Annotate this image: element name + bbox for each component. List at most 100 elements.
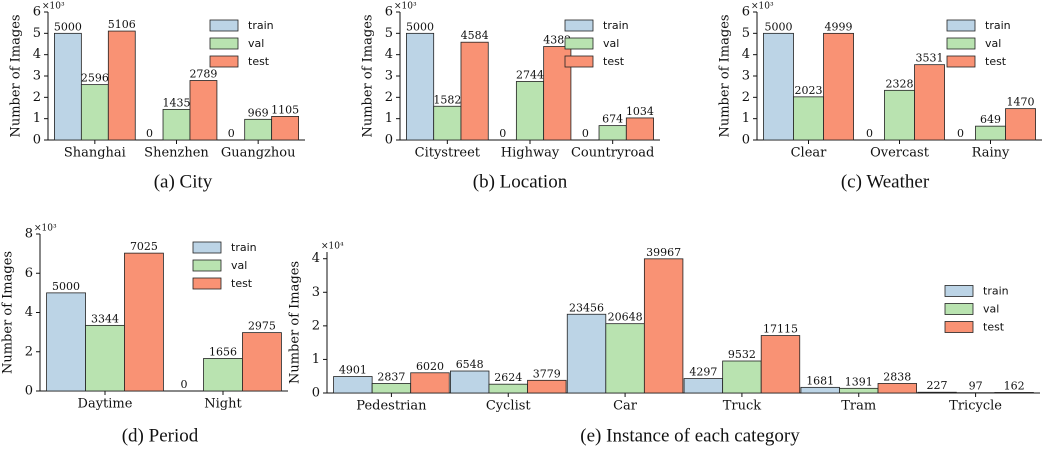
x-tick-label: Car — [613, 399, 638, 414]
y-tick-label: 8 — [25, 227, 33, 242]
y-tick-label: 2 — [742, 90, 750, 105]
y-tick-label: 0 — [33, 133, 41, 148]
y-multiplier: ×10³ — [394, 2, 417, 12]
y-tick-label: 4 — [312, 251, 320, 266]
y-tick-label: 5 — [385, 26, 393, 41]
data-label: 4584 — [461, 29, 489, 42]
bar — [760, 335, 801, 394]
legend-label: train — [248, 19, 274, 32]
x-tick-label: Guangzhou — [221, 146, 296, 161]
y-tick-label: 0 — [312, 386, 320, 401]
legend-label: val — [231, 259, 247, 272]
bar — [460, 41, 489, 141]
data-label: 2975 — [248, 320, 276, 333]
bar — [189, 80, 218, 141]
y-multiplier: ×10³ — [42, 2, 65, 12]
data-label: 4297 — [689, 366, 717, 379]
y-tick-label: 2 — [33, 90, 41, 105]
data-label: 2744 — [516, 68, 544, 81]
bar — [162, 108, 191, 141]
bar — [333, 376, 373, 394]
data-label: 4382 — [543, 34, 571, 47]
y-multiplier: ×10³ — [34, 224, 57, 234]
y-tick-label: 4 — [25, 305, 33, 320]
bar — [54, 32, 82, 141]
legend-swatch — [944, 321, 974, 333]
data-label: 3344 — [91, 312, 119, 325]
bar — [406, 32, 435, 141]
bar — [839, 387, 879, 394]
y-axis-label: Number of Images — [288, 261, 303, 384]
legend-swatch — [192, 259, 222, 272]
y-tick-label: 3 — [312, 285, 320, 300]
bar — [800, 386, 840, 394]
y-tick-label: 6 — [33, 5, 41, 20]
y-tick-label: 1 — [385, 111, 393, 126]
data-label: 1582 — [433, 93, 461, 106]
bar — [410, 372, 450, 394]
bar — [85, 324, 125, 392]
bar — [625, 117, 654, 141]
data-label: 7025 — [130, 240, 158, 253]
y-tick-label: 2 — [312, 318, 320, 333]
data-label: 20648 — [608, 311, 643, 324]
bar — [244, 118, 273, 141]
bar — [107, 30, 136, 141]
y-axis-label: Number of Images — [1, 251, 16, 374]
y-multiplier: ×10⁴ — [321, 242, 344, 252]
bar — [488, 383, 528, 394]
bar — [80, 84, 109, 141]
data-label: 5000 — [54, 20, 82, 33]
y-tick-label: 3 — [33, 69, 41, 84]
data-label: 1034 — [626, 105, 654, 118]
bar — [515, 81, 545, 141]
data-label: 0 — [582, 127, 589, 140]
data-label: 2837 — [377, 370, 405, 383]
legend-swatch — [192, 241, 222, 254]
y-tick-label: 4 — [742, 47, 750, 62]
x-tick-label: Daytime — [78, 397, 133, 412]
y-tick-label: 6 — [385, 5, 393, 20]
legend-swatch — [209, 19, 239, 32]
data-label: 5000 — [764, 20, 792, 33]
data-label: 97 — [969, 380, 983, 393]
bar — [433, 105, 462, 141]
caption: (d) Period — [122, 425, 199, 446]
caption: (a) City — [154, 171, 213, 192]
data-label: 5000 — [406, 20, 434, 33]
legend-swatch — [944, 285, 974, 297]
y-axis-label: Number of Images — [9, 14, 24, 137]
x-tick-label: Shanghai — [64, 146, 126, 161]
y-tick-label: 1 — [312, 352, 320, 367]
data-label: 1105 — [271, 103, 299, 116]
data-label: 2789 — [189, 68, 217, 81]
data-label: 969 — [248, 106, 269, 119]
legend-label: val — [248, 37, 264, 50]
legend-label: train — [983, 285, 1009, 298]
data-label: 1656 — [209, 346, 237, 359]
legend-label: val — [983, 303, 999, 316]
legend-label: test — [603, 55, 625, 68]
legend-label: test — [983, 321, 1005, 334]
y-tick-label: 0 — [385, 133, 393, 148]
data-label: 0 — [499, 127, 506, 140]
legend-label: val — [603, 37, 619, 50]
legend-swatch — [209, 37, 239, 50]
data-label: 6548 — [456, 358, 484, 371]
x-tick-label: Countryroad — [571, 146, 654, 161]
bar — [242, 332, 282, 392]
data-label: 2838 — [883, 370, 911, 383]
x-tick-label: Cyclist — [486, 399, 532, 414]
bar — [823, 32, 854, 141]
y-axis-label: Number of Images — [361, 14, 376, 137]
data-label: 2328 — [886, 77, 914, 90]
bar — [994, 392, 1034, 394]
legend-swatch — [564, 19, 594, 32]
legend-swatch — [564, 37, 594, 50]
legend-swatch — [192, 277, 222, 290]
bar — [975, 125, 1006, 141]
y-tick-label: 1 — [742, 111, 750, 126]
data-label: 4999 — [825, 20, 853, 33]
x-tick-label: Tricycle — [949, 399, 1002, 414]
